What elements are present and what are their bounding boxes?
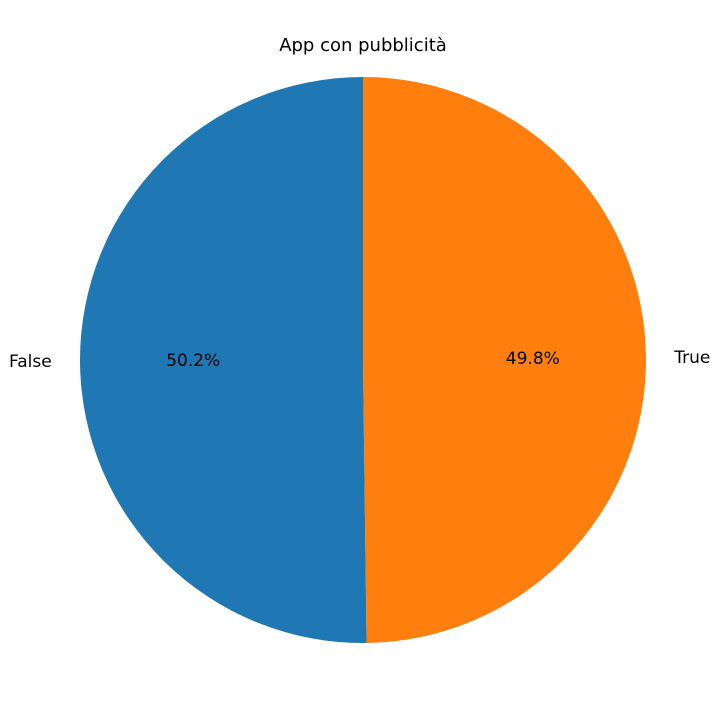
pie-pct-label-true: 49.8% xyxy=(506,349,560,369)
pie-slice-false xyxy=(79,76,367,644)
pie-pct-label-false: 50.2% xyxy=(166,351,220,371)
pie-labels: 50.2% False 49.8% True xyxy=(9,348,710,372)
chart-title: App con pubblicità xyxy=(279,35,447,56)
pie-slice-true xyxy=(363,77,646,643)
pie-slices xyxy=(79,76,646,644)
pie-category-label-false: False xyxy=(9,352,52,372)
pie-category-label-true: True xyxy=(673,348,710,368)
